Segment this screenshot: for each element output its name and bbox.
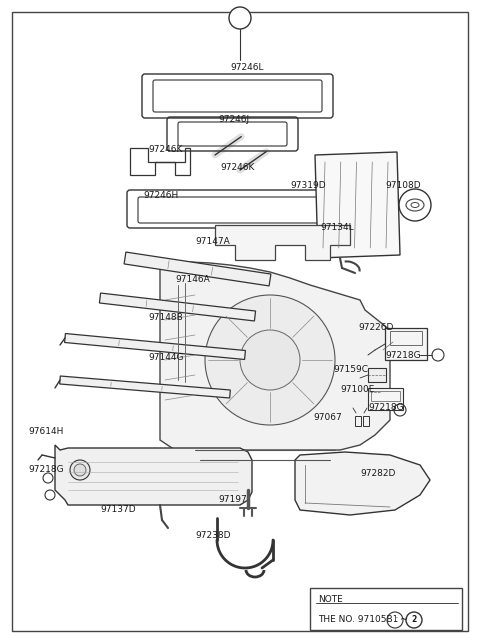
Bar [371, 391, 400, 401]
Text: 97137D: 97137D [100, 505, 136, 514]
Text: 97246K: 97246K [220, 163, 254, 172]
Bar [385, 328, 427, 360]
Text: 97238D: 97238D [195, 530, 230, 539]
Polygon shape [315, 152, 400, 258]
Text: NOTE: NOTE [318, 595, 343, 604]
Bar [355, 416, 361, 426]
Circle shape [205, 295, 335, 425]
Bar [310, 588, 462, 630]
Text: 97218G: 97218G [385, 350, 420, 359]
Polygon shape [215, 225, 350, 260]
Text: 97100E: 97100E [340, 386, 374, 395]
Polygon shape [295, 452, 430, 515]
Text: 97282D: 97282D [360, 469, 396, 478]
Text: 97246K: 97246K [148, 145, 182, 154]
Polygon shape [55, 445, 252, 505]
Text: 2: 2 [236, 13, 244, 23]
Circle shape [240, 330, 300, 390]
FancyBboxPatch shape [153, 80, 322, 112]
Circle shape [229, 7, 251, 29]
Polygon shape [160, 262, 390, 465]
Text: 97159C: 97159C [333, 365, 368, 374]
Text: 97108D: 97108D [385, 181, 420, 190]
Text: 97226D: 97226D [358, 323, 394, 332]
Text: 97218G: 97218G [28, 466, 64, 475]
Text: 97197: 97197 [218, 496, 247, 505]
Circle shape [406, 612, 422, 628]
Polygon shape [65, 334, 245, 359]
Circle shape [70, 460, 90, 480]
Text: 97218G: 97218G [368, 404, 404, 413]
Text: 97147A: 97147A [195, 237, 230, 246]
Polygon shape [60, 376, 230, 398]
Text: 97146A: 97146A [175, 275, 210, 284]
Bar [390, 331, 422, 345]
Text: 97246J: 97246J [218, 116, 249, 125]
Text: 97246H: 97246H [143, 192, 178, 201]
FancyBboxPatch shape [138, 197, 322, 223]
Text: 97134L: 97134L [320, 224, 354, 233]
Bar [368, 388, 403, 410]
Text: 97614H: 97614H [28, 428, 63, 437]
Text: 97067: 97067 [313, 413, 342, 422]
Bar [363, 416, 369, 426]
Text: 97246L: 97246L [230, 64, 264, 73]
Text: THE NO. 97105B :: THE NO. 97105B : [318, 615, 398, 624]
Text: 97144G: 97144G [148, 352, 183, 361]
Polygon shape [124, 252, 271, 286]
Text: ~: ~ [400, 615, 408, 625]
Bar [368, 368, 386, 382]
Text: 97319D: 97319D [290, 181, 325, 190]
Circle shape [387, 612, 403, 628]
Text: 2: 2 [411, 615, 417, 624]
Text: 1: 1 [393, 615, 397, 624]
FancyBboxPatch shape [178, 122, 287, 146]
Circle shape [74, 464, 86, 476]
Polygon shape [99, 293, 255, 321]
Text: 97148B: 97148B [148, 314, 183, 323]
